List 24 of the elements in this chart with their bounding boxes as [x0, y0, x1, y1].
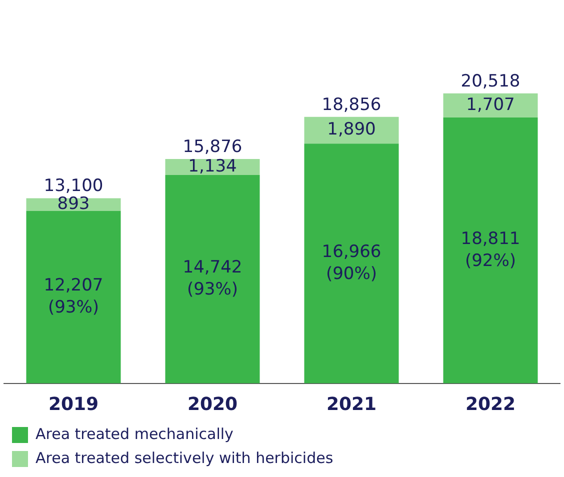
bar	[26, 210, 121, 384]
data-label: 16,966 (90%)	[322, 242, 382, 284]
x-tick-label: 2020	[187, 394, 238, 415]
total-label: 15,876	[182, 136, 242, 157]
data-label: 1,707	[466, 94, 515, 115]
total-label: 13,100	[44, 176, 104, 196]
x-tick-label: 2022	[465, 394, 516, 415]
x-tick-label: 2021	[326, 394, 377, 415]
bar	[26, 198, 121, 211]
legend-label: Area treated selectively with herbicides	[36, 448, 334, 467]
legend-label: Area treated mechanically	[36, 424, 234, 443]
bar	[443, 93, 538, 118]
data-label: 18,811 (92%)	[460, 228, 520, 271]
total-label: 20,518	[460, 71, 520, 92]
x-tick-label: 2019	[48, 394, 99, 415]
data-label: 14,742 (93%)	[182, 258, 242, 300]
data-label: 1,890	[327, 120, 376, 140]
bar	[165, 175, 260, 384]
bar	[304, 144, 399, 384]
data-label: 1,134	[188, 156, 237, 176]
bar	[443, 117, 538, 384]
total-label: 18,856	[322, 94, 382, 115]
data-label: 893	[57, 194, 90, 214]
data-label: 12,207 (93%)	[44, 276, 104, 318]
